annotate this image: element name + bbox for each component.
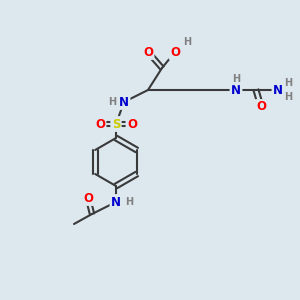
Text: O: O xyxy=(95,118,105,130)
Text: O: O xyxy=(83,191,93,205)
Text: O: O xyxy=(143,46,153,59)
Text: O: O xyxy=(256,100,266,113)
Text: H: H xyxy=(284,78,292,88)
Text: O: O xyxy=(127,118,137,130)
Text: N: N xyxy=(231,83,241,97)
Text: N: N xyxy=(119,95,129,109)
Text: N: N xyxy=(273,83,283,97)
Text: O: O xyxy=(170,46,180,59)
Text: H: H xyxy=(284,92,292,102)
Text: N: N xyxy=(111,196,121,208)
Text: S: S xyxy=(112,118,120,130)
Text: H: H xyxy=(232,74,240,84)
Text: H: H xyxy=(125,197,133,207)
Text: H: H xyxy=(108,97,116,107)
Text: H: H xyxy=(183,37,191,47)
